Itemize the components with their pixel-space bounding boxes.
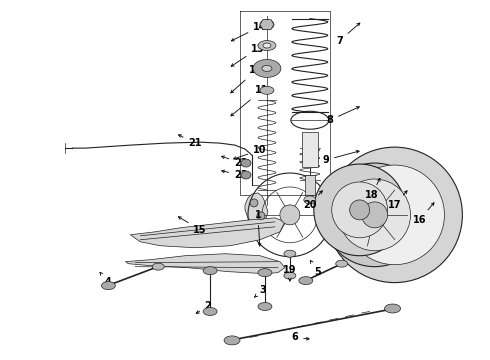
Text: 6: 6 [292,332,309,342]
Circle shape [362,202,388,228]
Ellipse shape [299,276,313,285]
Polygon shape [260,20,274,30]
Circle shape [250,199,258,207]
Circle shape [314,164,406,256]
Ellipse shape [284,272,296,279]
Text: 3: 3 [255,284,267,297]
Ellipse shape [241,171,251,179]
Text: 21: 21 [178,135,202,148]
Text: 1: 1 [255,210,261,246]
Ellipse shape [203,307,217,315]
Bar [302,132,318,167]
Text: 7: 7 [336,23,360,46]
Polygon shape [130,218,285,248]
Circle shape [345,165,444,265]
Circle shape [323,163,426,267]
Text: 22: 22 [221,156,248,168]
Ellipse shape [260,86,274,94]
Ellipse shape [258,41,276,50]
Ellipse shape [101,282,115,289]
Text: 11: 11 [231,85,269,116]
Ellipse shape [203,267,217,275]
Circle shape [280,205,300,225]
Ellipse shape [284,250,296,257]
Circle shape [339,179,411,251]
Text: 9: 9 [322,150,359,165]
Text: 18: 18 [365,178,380,200]
Text: 14: 14 [231,22,267,41]
Text: 17: 17 [388,191,407,210]
Text: 13: 13 [231,44,265,66]
Bar [305,175,315,195]
Circle shape [332,182,388,238]
Circle shape [257,212,265,220]
Ellipse shape [385,304,400,313]
Ellipse shape [336,260,348,267]
Ellipse shape [258,302,272,310]
Text: 12: 12 [231,66,263,93]
Ellipse shape [224,336,240,345]
Text: 15: 15 [178,217,207,235]
Text: 23: 23 [221,170,248,180]
Text: 2: 2 [196,301,212,314]
Ellipse shape [152,263,164,270]
Ellipse shape [263,43,271,48]
Circle shape [350,200,369,220]
Polygon shape [245,193,268,228]
Circle shape [327,147,463,283]
Ellipse shape [241,159,251,167]
Ellipse shape [260,20,274,30]
Ellipse shape [253,59,281,77]
Ellipse shape [262,66,272,71]
Text: 20: 20 [303,191,322,210]
Text: 8: 8 [326,107,359,125]
Text: 19: 19 [283,265,296,281]
Text: 5: 5 [310,261,321,276]
Ellipse shape [304,196,316,204]
Polygon shape [125,254,285,274]
Text: 4: 4 [100,273,112,287]
Text: 10: 10 [234,145,267,159]
Ellipse shape [258,269,272,276]
Text: 16: 16 [413,203,434,225]
